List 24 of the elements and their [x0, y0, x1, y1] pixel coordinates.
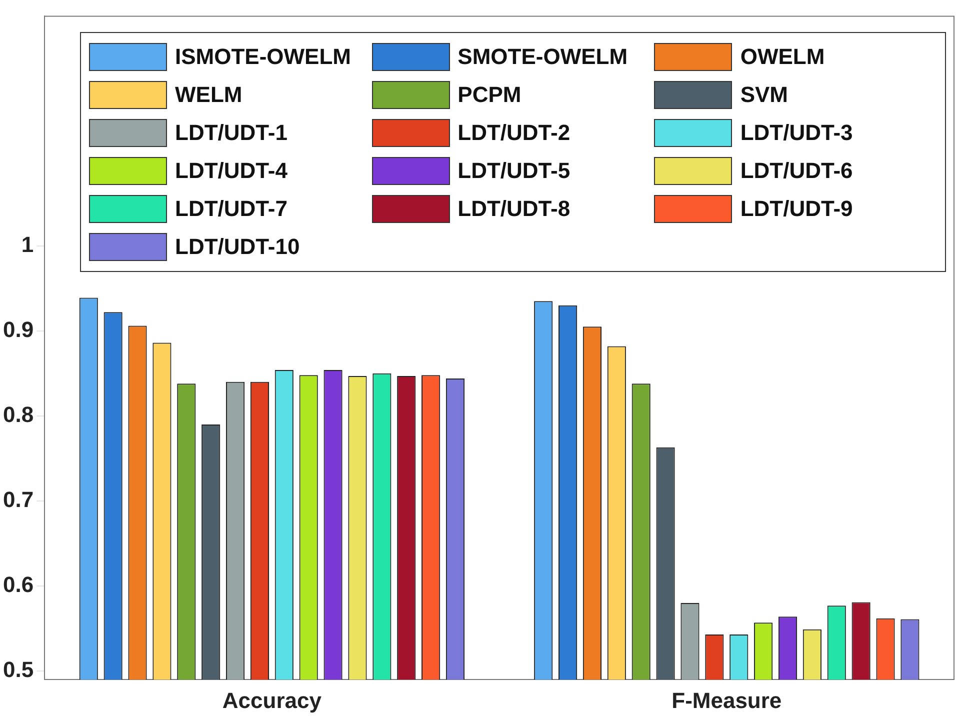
legend-label: PCPM: [458, 82, 522, 108]
legend-label: SVM: [740, 82, 788, 108]
legend-label: SMOTE-OWELM: [458, 44, 628, 70]
legend-label: LDT/UDT-8: [458, 196, 570, 222]
x-tick-label: F-Measure: [672, 688, 782, 713]
legend-label: OWELM: [740, 44, 825, 70]
x-tick-label: Accuracy: [222, 688, 322, 713]
y-tick-label: 0.8: [2, 402, 34, 428]
y-tick-label: 0.9: [2, 316, 34, 342]
legend-label: LDT/UDT-1: [175, 120, 288, 146]
y-tick-label: 1: [21, 232, 34, 257]
legend-label: LDT/UDT-6: [740, 158, 853, 184]
legend-label: LDT/UDT-3: [740, 120, 853, 146]
legend-label: LDT/UDT-9: [740, 196, 853, 222]
legend-label: WELM: [175, 82, 242, 108]
legend-label: LDT/UDT-7: [175, 196, 288, 222]
y-tick-label: 0.7: [2, 487, 34, 512]
legend-label: LDT/UDT-10: [175, 234, 300, 260]
legend-label: LDT/UDT-4: [175, 158, 288, 184]
y-tick-label: 0.6: [2, 572, 34, 598]
legend-label: ISMOTE-OWELM: [175, 44, 351, 70]
legend-label: LDT/UDT-5: [458, 158, 570, 184]
legend-label: LDT/UDT-2: [458, 120, 570, 146]
y-tick-label: 0.5: [2, 657, 34, 682]
